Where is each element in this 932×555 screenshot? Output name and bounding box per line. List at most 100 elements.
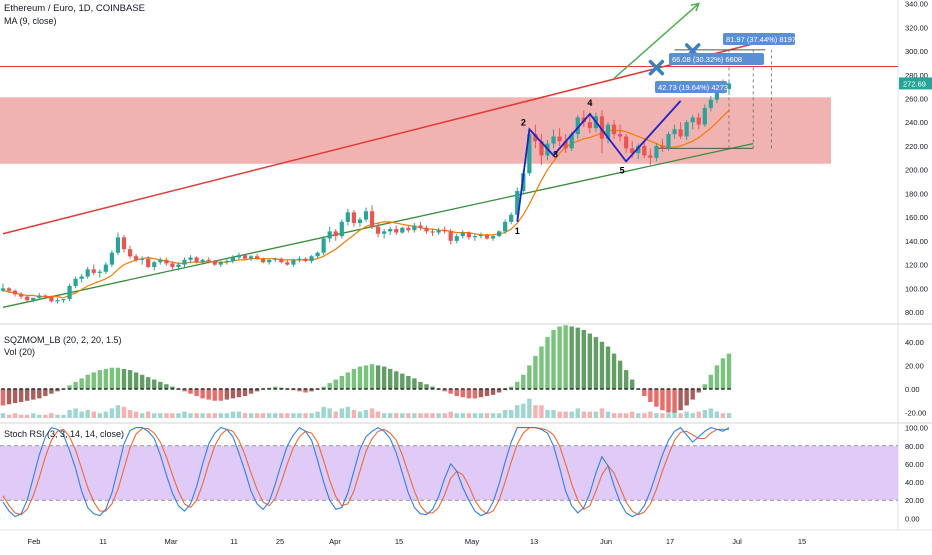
volume-bar [158, 413, 163, 418]
volume-bar [369, 408, 375, 418]
volume-bar [684, 411, 689, 418]
volume-bar [236, 411, 242, 418]
volume-bar [146, 411, 151, 418]
sqzmom-bar [170, 386, 175, 389]
volume-bar [708, 408, 714, 418]
sqzmom-bar [242, 388, 248, 397]
volume-bar [509, 410, 514, 418]
volume-bar [55, 414, 60, 418]
wave-label-1: 1 [515, 226, 520, 236]
sqzmom-bar [363, 365, 369, 389]
sqzmom-bar [55, 388, 60, 392]
candle-body [248, 256, 254, 259]
candle-body [424, 227, 429, 232]
candle-body [85, 269, 90, 277]
target-x-marker [648, 59, 665, 76]
sqzmom-bar [400, 373, 405, 389]
volume-bar [490, 413, 496, 418]
volume-bar [73, 408, 78, 418]
volume-bar [164, 413, 169, 418]
candle-body [158, 259, 163, 263]
stoch-tick-label: 60.00 [905, 460, 924, 469]
volume-bar [357, 411, 363, 418]
sqzmom-bar [31, 388, 36, 400]
time-tick-label: Apr [329, 537, 341, 546]
volume-bar [333, 411, 338, 418]
sqzmom-bar [660, 388, 665, 411]
sqzmom-tick-label: -20.00 [905, 409, 926, 418]
volume-bar [466, 413, 472, 418]
candle-body [97, 271, 102, 273]
price-tick-label: 160.00 [905, 213, 928, 222]
volume-bar [0, 413, 6, 418]
volume-bar [49, 413, 54, 418]
sqzmom-bar [139, 374, 145, 389]
target-label-box [669, 53, 764, 65]
sqzmom-bar [333, 379, 338, 389]
candle-body [224, 261, 229, 263]
sqzmom-bar [515, 381, 520, 389]
volume-bar [630, 411, 635, 418]
candle-body [442, 230, 447, 232]
volume-bar [660, 413, 665, 418]
sqzmom-bar [611, 353, 617, 389]
price-tick-label: 340.00 [905, 0, 928, 9]
sqzmom-bar [309, 388, 314, 392]
sqzmom-bar [726, 353, 732, 389]
target-label-text: 42.73 (19.64%) 4273 [658, 83, 728, 92]
candle-body [0, 288, 6, 291]
sqzmom-bar [188, 388, 193, 394]
volume-bar [642, 413, 647, 418]
sqzmom-bar [521, 374, 526, 389]
volume-bar [696, 411, 701, 418]
candle-body [533, 134, 538, 142]
volume-bar [61, 414, 66, 418]
candle-body [490, 236, 496, 239]
stoch-tick-label: 80.00 [905, 442, 924, 451]
candle-body [261, 258, 266, 263]
volume-bar [188, 413, 193, 418]
candle-body [49, 296, 54, 302]
volume-bar [182, 411, 187, 418]
candle-body [19, 294, 24, 297]
volume-bar [478, 413, 484, 418]
time-tick-label: May [465, 537, 479, 546]
candle-body [509, 214, 514, 222]
sqzmom-bar [418, 381, 423, 389]
candle-body [587, 122, 592, 129]
sqzmom-bar [430, 386, 435, 389]
volume-bar [726, 413, 732, 418]
sqzmom-bar [394, 371, 399, 389]
candle-body [436, 230, 441, 233]
candle-body [279, 258, 284, 263]
price-tick-label: 120.00 [905, 261, 928, 270]
sqzmom-bar [248, 388, 254, 394]
volume-legend: Vol (20) [4, 347, 36, 357]
time-tick-label: 25 [276, 537, 284, 546]
sqzmom-bar [224, 388, 230, 400]
price-tick-label: 100.00 [905, 284, 928, 293]
sqzmom-bar [12, 388, 18, 404]
sqzmom-bar [115, 367, 121, 389]
sqzmom-bar [345, 372, 351, 389]
sqzmom-bar [43, 388, 48, 397]
volume-bar [575, 408, 580, 418]
sqzmom-bar [666, 388, 671, 413]
candle-body [170, 263, 175, 267]
price-tick-label: 140.00 [905, 237, 928, 246]
candle-body [708, 99, 713, 108]
volume-bar [690, 413, 695, 418]
volume-bar [121, 406, 127, 418]
time-tick-label: 13 [530, 537, 538, 546]
volume-bar [79, 411, 84, 418]
volume-bar [273, 413, 278, 418]
candle-body [418, 225, 423, 228]
volume-bar [339, 408, 344, 418]
volume-bar [502, 410, 508, 418]
candle-body [91, 269, 96, 273]
price-tick-label: 320.00 [905, 23, 928, 32]
candle-body [539, 141, 544, 156]
candle-body [297, 258, 302, 260]
